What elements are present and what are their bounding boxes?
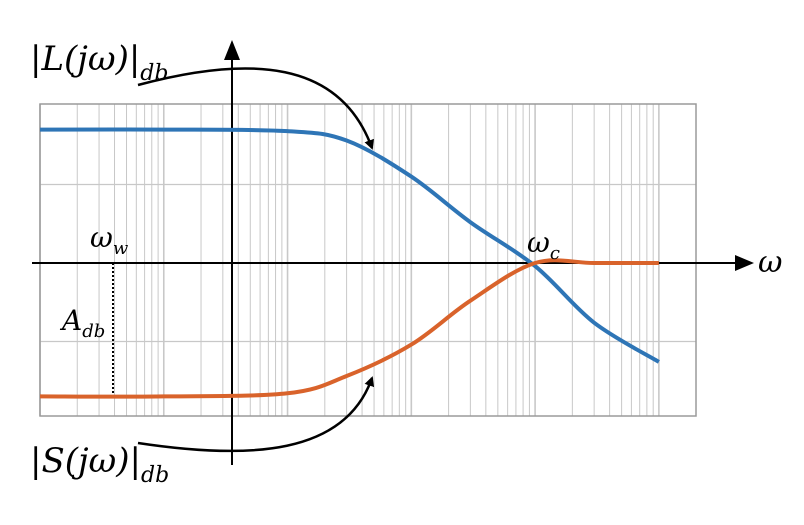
S-callout-arrow: [137, 376, 375, 453]
x-axis-label: ω: [758, 245, 782, 280]
y-axis-arrow-icon: [224, 40, 240, 60]
x-axis-arrow-icon: [735, 255, 754, 271]
series-line-L: [39, 127, 660, 364]
series-line-S: [39, 258, 659, 399]
plot-frame: [39, 103, 697, 417]
omega-w-label: ωw: [90, 221, 129, 259]
omega-c-label: ωc: [527, 226, 560, 264]
L-callout-arrow: [137, 67, 374, 150]
L-label: |L(jω)|db: [30, 39, 168, 86]
a-db-label: Adb: [59, 304, 105, 342]
S-label: |S(jω)|db: [30, 441, 169, 488]
